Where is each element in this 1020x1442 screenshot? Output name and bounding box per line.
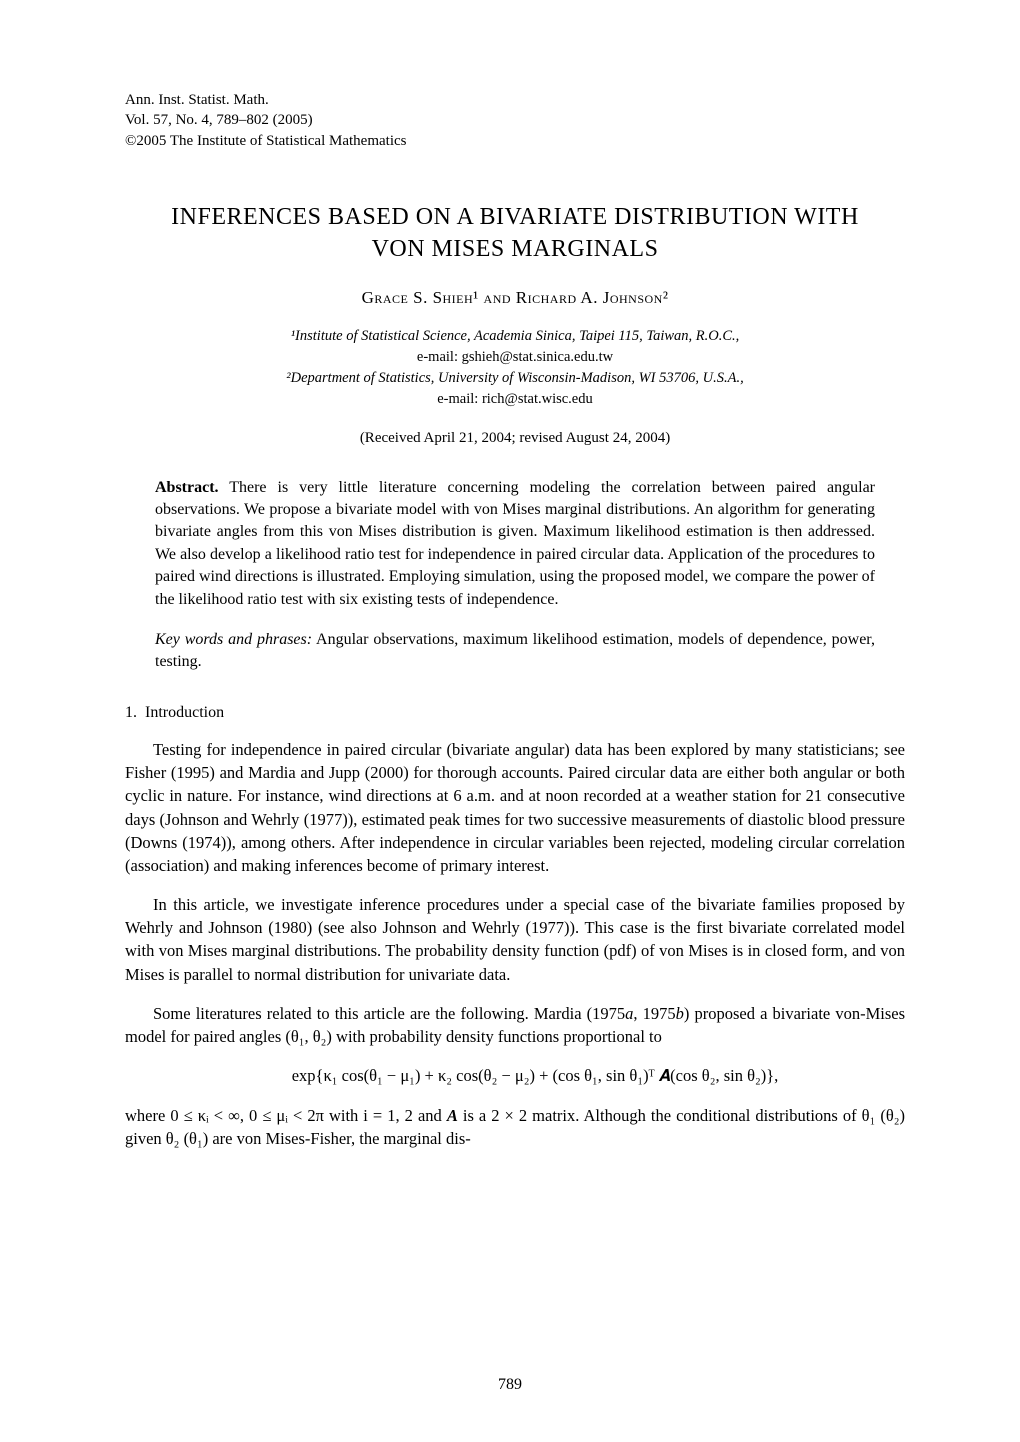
- affiliation-2: ²Department of Statistics, University of…: [286, 370, 743, 386]
- affiliations-block: ¹Institute of Statistical Science, Acade…: [125, 326, 905, 410]
- para4-part-a: where 0 ≤ κᵢ < ∞, 0 ≤ μᵢ < 2π with i = 1…: [125, 1106, 447, 1125]
- journal-header: Ann. Inst. Statist. Math. Vol. 57, No. 4…: [125, 90, 905, 151]
- section-1-heading: 1. Introduction: [125, 704, 905, 722]
- abstract-label: Abstract.: [155, 479, 219, 496]
- author-line: Grace S. Shieh¹ and Richard A. Johnson²: [125, 288, 905, 308]
- email-2: e-mail: rich@stat.wisc.edu: [437, 391, 593, 407]
- abstract-text: There is very little literature concerni…: [155, 479, 875, 608]
- keywords-label: Key words and phrases:: [155, 631, 312, 648]
- keywords-block: Key words and phrases: Angular observati…: [155, 629, 875, 674]
- abstract-block: Abstract. There is very little literatur…: [155, 477, 875, 611]
- paragraph-3: Some literatures related to this article…: [125, 1002, 905, 1048]
- para3-part-b: , 1975: [633, 1004, 675, 1023]
- volume-info: Vol. 57, No. 4, 789–802 (2005): [125, 110, 905, 130]
- paper-page: Ann. Inst. Statist. Math. Vol. 57, No. 4…: [0, 0, 1020, 1442]
- paragraph-4: where 0 ≤ κᵢ < ∞, 0 ≤ μᵢ < 2π with i = 1…: [125, 1104, 905, 1150]
- page-number: 789: [0, 1376, 1020, 1394]
- section-number: 1.: [125, 704, 137, 721]
- para3-part-a: Some literatures related to this article…: [153, 1004, 625, 1023]
- journal-name: Ann. Inst. Statist. Math.: [125, 90, 905, 110]
- paper-title: INFERENCES BASED ON A BIVARIATE DISTRIBU…: [125, 201, 905, 266]
- title-line-2: VON MISES MARGINALS: [372, 236, 659, 262]
- paragraph-2: In this article, we investigate inferenc…: [125, 893, 905, 985]
- affiliation-1: ¹Institute of Statistical Science, Acade…: [291, 328, 740, 344]
- copyright-line: ©2005 The Institute of Statistical Mathe…: [125, 131, 905, 151]
- section-title: Introduction: [145, 704, 224, 721]
- email-1: e-mail: gshieh@stat.sinica.edu.tw: [417, 349, 613, 365]
- equation-1: exp{κ₁ cos(θ₁ − μ₁) + κ₂ cos(θ₂ − μ₂) + …: [165, 1066, 905, 1086]
- received-line: (Received April 21, 2004; revised August…: [125, 430, 905, 447]
- title-line-1: INFERENCES BASED ON A BIVARIATE DISTRIBU…: [171, 204, 859, 230]
- paragraph-1: Testing for independence in paired circu…: [125, 738, 905, 877]
